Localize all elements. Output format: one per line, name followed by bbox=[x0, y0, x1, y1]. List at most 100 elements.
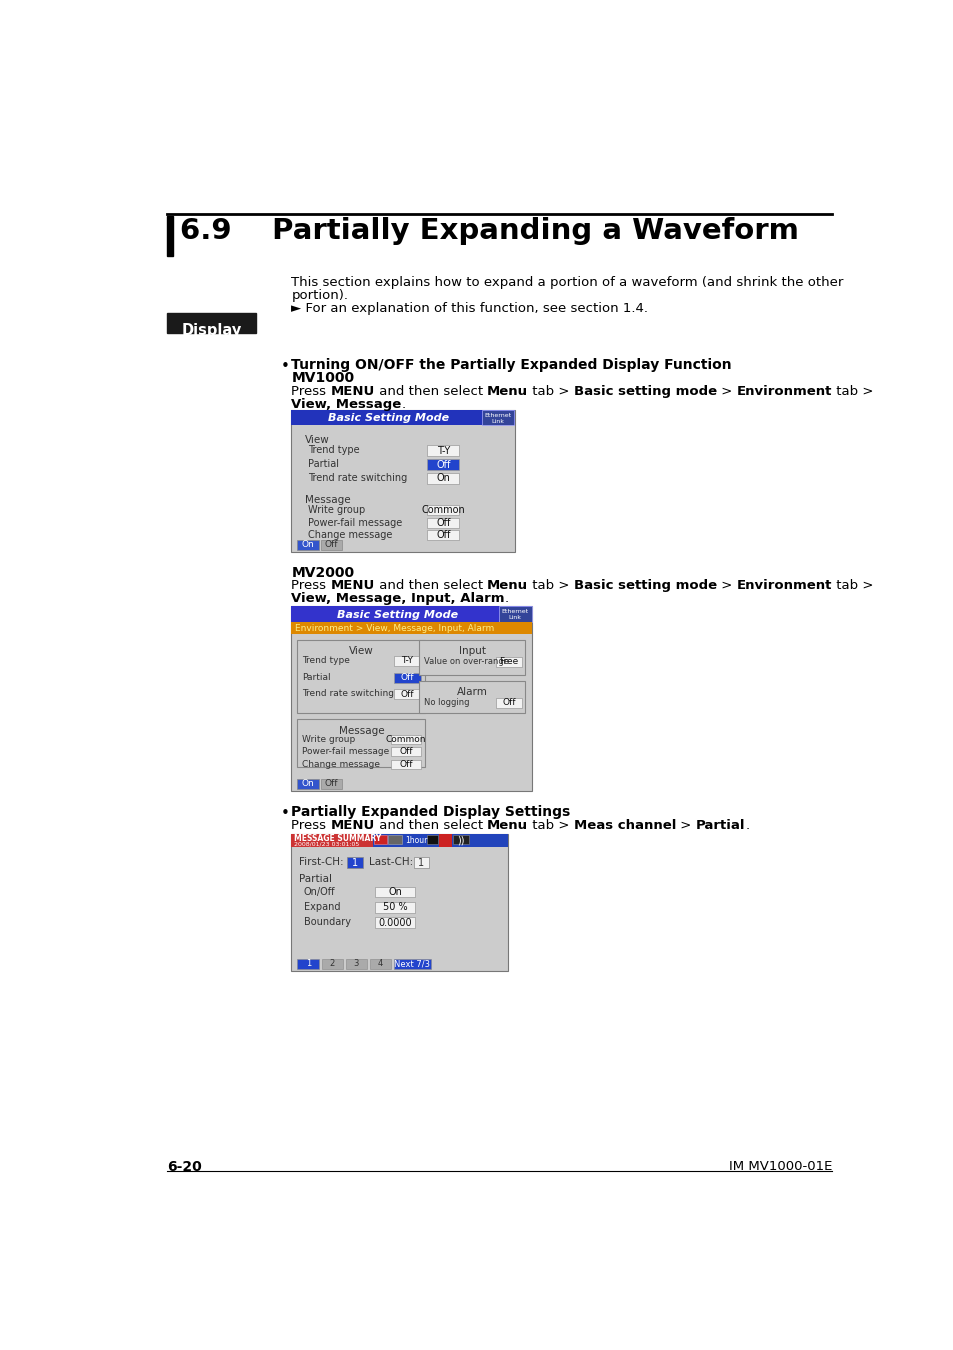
Text: •: • bbox=[280, 806, 289, 822]
Bar bbox=[373, 834, 508, 846]
Text: Trend type: Trend type bbox=[302, 656, 350, 664]
Text: .: . bbox=[401, 398, 405, 410]
Bar bbox=[496, 698, 521, 707]
Text: No logging: No logging bbox=[423, 698, 469, 707]
Text: MESSAGE SUMMARY: MESSAGE SUMMARY bbox=[294, 834, 381, 844]
Bar bbox=[498, 606, 531, 622]
Text: Change message: Change message bbox=[308, 531, 393, 540]
Text: 1: 1 bbox=[305, 958, 311, 968]
Text: 0.0000: 0.0000 bbox=[378, 918, 412, 927]
Bar bbox=[427, 531, 459, 540]
Text: tab >: tab > bbox=[831, 579, 873, 593]
Bar bbox=[297, 640, 425, 713]
Text: Press: Press bbox=[291, 819, 330, 832]
Text: T-Y: T-Y bbox=[436, 446, 450, 456]
Text: Basic Setting Mode: Basic Setting Mode bbox=[336, 610, 457, 620]
Bar bbox=[427, 505, 459, 516]
Bar bbox=[297, 779, 319, 788]
Text: MENU: MENU bbox=[330, 385, 375, 397]
Text: 6.9    Partially Expanding a Waveform: 6.9 Partially Expanding a Waveform bbox=[179, 217, 798, 246]
Bar bbox=[320, 779, 342, 788]
Text: Power-fail message: Power-fail message bbox=[302, 747, 389, 756]
Text: MENU: MENU bbox=[330, 579, 375, 593]
Text: First-CH:: First-CH: bbox=[298, 857, 343, 867]
Text: )): )) bbox=[456, 836, 464, 845]
Text: >: > bbox=[717, 385, 736, 397]
Text: Off: Off bbox=[399, 748, 413, 756]
Bar bbox=[321, 958, 343, 969]
Text: portion).: portion). bbox=[291, 289, 348, 302]
Text: Write group: Write group bbox=[302, 734, 355, 744]
Bar bbox=[414, 857, 429, 868]
Text: Trend type: Trend type bbox=[308, 446, 359, 455]
Bar bbox=[481, 410, 514, 425]
Text: On: On bbox=[302, 540, 314, 549]
Text: Environment: Environment bbox=[736, 385, 831, 397]
Text: View: View bbox=[349, 647, 374, 656]
Text: View, Message: View, Message bbox=[291, 398, 401, 410]
Text: and then select: and then select bbox=[375, 385, 487, 397]
Text: Press: Press bbox=[291, 579, 330, 593]
Text: Boundary: Boundary bbox=[303, 918, 351, 927]
Text: 2: 2 bbox=[330, 958, 335, 968]
Text: Ethernet
Link: Ethernet Link bbox=[501, 609, 528, 620]
Text: tab >: tab > bbox=[831, 385, 873, 397]
Bar bbox=[375, 902, 415, 913]
Bar bbox=[427, 459, 459, 470]
Text: .: . bbox=[504, 593, 508, 605]
Text: Environment > View, Message, Input, Alarm: Environment > View, Message, Input, Alar… bbox=[294, 624, 494, 633]
Text: 1hour: 1hour bbox=[405, 836, 427, 845]
Bar bbox=[394, 690, 420, 699]
Bar bbox=[453, 836, 468, 844]
Bar bbox=[418, 680, 525, 713]
Text: Common: Common bbox=[421, 505, 465, 516]
Text: Power-fail message: Power-fail message bbox=[308, 518, 402, 528]
Text: Expand: Expand bbox=[303, 902, 340, 913]
Bar bbox=[439, 834, 452, 846]
Text: Menu: Menu bbox=[487, 819, 528, 832]
Text: Meas channel: Meas channel bbox=[574, 819, 676, 832]
Bar bbox=[291, 410, 514, 552]
Bar bbox=[391, 760, 420, 768]
Bar bbox=[394, 672, 420, 683]
Text: tab >: tab > bbox=[528, 819, 574, 832]
Text: 4: 4 bbox=[377, 958, 383, 968]
Text: Message: Message bbox=[305, 494, 351, 505]
Bar bbox=[427, 446, 459, 456]
Text: Partially Expanded Display Settings: Partially Expanded Display Settings bbox=[291, 805, 570, 819]
Text: Partial: Partial bbox=[302, 672, 331, 682]
Text: Environment: Environment bbox=[736, 579, 831, 593]
Text: Change message: Change message bbox=[302, 760, 379, 768]
Text: Partial: Partial bbox=[308, 459, 339, 470]
Bar bbox=[297, 958, 319, 969]
Text: Display: Display bbox=[181, 323, 241, 338]
Bar bbox=[291, 622, 531, 634]
Text: Off: Off bbox=[325, 540, 338, 549]
Text: Write group: Write group bbox=[308, 505, 365, 516]
Bar bbox=[167, 313, 256, 333]
Bar bbox=[439, 834, 452, 845]
Text: Off: Off bbox=[436, 518, 450, 528]
Text: On: On bbox=[302, 779, 314, 788]
Text: MENU: MENU bbox=[330, 819, 375, 832]
Text: tab >: tab > bbox=[528, 385, 574, 397]
Bar bbox=[418, 640, 525, 675]
Text: •: • bbox=[280, 359, 289, 374]
Bar bbox=[375, 918, 415, 929]
Text: >: > bbox=[717, 579, 736, 593]
Text: 2008/01/23 03:01:05: 2008/01/23 03:01:05 bbox=[294, 841, 359, 846]
Text: 1: 1 bbox=[352, 857, 357, 868]
Text: Off: Off bbox=[436, 531, 450, 540]
Text: On/Off: On/Off bbox=[303, 887, 335, 896]
Bar bbox=[167, 216, 172, 256]
Text: Off: Off bbox=[400, 674, 414, 682]
Text: Ethernet
Link: Ethernet Link bbox=[484, 413, 511, 424]
Text: View: View bbox=[305, 435, 330, 444]
Text: 50 %: 50 % bbox=[382, 902, 407, 913]
Bar bbox=[291, 410, 514, 425]
Text: >: > bbox=[676, 819, 696, 832]
Bar bbox=[391, 734, 420, 744]
Text: Trend rate switching: Trend rate switching bbox=[308, 472, 407, 483]
Text: Common: Common bbox=[385, 734, 426, 744]
Bar bbox=[427, 518, 459, 528]
